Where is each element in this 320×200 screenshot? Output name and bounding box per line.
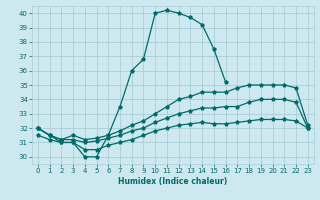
X-axis label: Humidex (Indice chaleur): Humidex (Indice chaleur) (118, 177, 228, 186)
